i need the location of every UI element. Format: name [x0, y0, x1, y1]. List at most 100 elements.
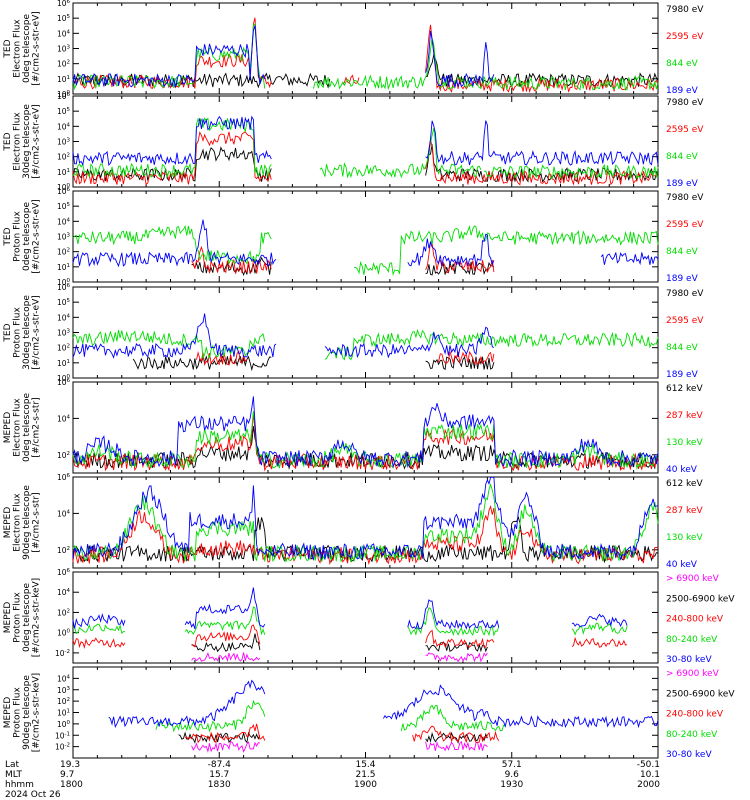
y-tick-label: 104 — [57, 588, 71, 597]
footer-row-label: MLT — [5, 770, 23, 780]
y-tick-label: 105 — [57, 202, 71, 211]
footer-tick-hhmm: 1830 — [208, 780, 231, 790]
legend-label: 189 eV — [666, 86, 699, 96]
legend-label: 240-800 keV — [666, 615, 724, 625]
plot-frame — [72, 666, 659, 759]
series-line — [72, 224, 659, 277]
series-line — [191, 740, 488, 753]
y-tick-label: 100 — [57, 629, 71, 638]
y-tick-label: 105 — [57, 14, 71, 23]
footer-tick-hhmm: 1900 — [354, 780, 377, 790]
y-tick-label: 102 — [57, 60, 70, 69]
y-tick-label: 104 — [57, 122, 71, 131]
y-axis-title: TEDElectron Flux30deg telescope[#/cm2-s-… — [3, 104, 42, 179]
series-line — [72, 411, 659, 471]
legend-label: 2595 eV — [666, 220, 704, 230]
series-line — [72, 425, 659, 470]
y-tick-label: 104 — [57, 414, 71, 423]
panel-8: 10-2 10-1 100 101 102 103 104 MEPEDProton Flux9… — [3, 666, 735, 760]
series-line — [108, 679, 659, 729]
y-tick-label: 101 — [57, 168, 70, 177]
y-tick-label: 102 — [57, 344, 70, 353]
panel-4: 100 101 102 103 104 105 106 TEDProton Flux30deg… — [3, 283, 704, 383]
series-line — [184, 723, 500, 744]
legend-label: 80-240 keV — [666, 730, 718, 740]
series-line — [72, 476, 659, 561]
series-line — [72, 396, 659, 469]
footer-tick-mlt: 9.7 — [60, 770, 74, 780]
series-line — [72, 52, 659, 89]
legend-label: 2595 eV — [666, 125, 704, 135]
y-tick-label: 106 — [57, 92, 71, 101]
footer-tick-mlt: 15.7 — [209, 770, 229, 780]
panel-2: 100 101 102 103 104 105 106 TEDElectron Flux30d… — [3, 92, 704, 192]
footer-tick-lat: -50.1 — [637, 760, 660, 770]
y-tick-label: 10-1 — [55, 731, 70, 740]
series-line — [72, 25, 495, 89]
footer-tick-mlt: 21.5 — [355, 770, 375, 780]
y-tick-label: 105 — [57, 107, 71, 116]
y-tick-label: 102 — [57, 546, 70, 555]
legend-label: 287 keV — [666, 506, 703, 516]
plot-frame — [72, 190, 659, 283]
footer-tick-lat: -87.4 — [208, 760, 232, 770]
footer-tick-lat: 19.3 — [60, 760, 80, 770]
legend-label: 844 eV — [666, 247, 699, 257]
legend-label: 7980 eV — [666, 193, 704, 203]
y-tick-label: 104 — [57, 674, 71, 683]
series-line — [191, 652, 488, 663]
y-tick-label: 104 — [57, 509, 71, 518]
series-line — [72, 219, 659, 268]
series-line — [191, 633, 488, 653]
y-tick-label: 105 — [57, 298, 71, 307]
plot-frame — [72, 571, 659, 664]
footer-tick-lat: 15.4 — [355, 760, 375, 770]
footer-tick-hhmm: 1930 — [500, 780, 523, 790]
y-tick-label: 100 — [57, 720, 71, 729]
y-tick-label: 106 — [57, 0, 71, 8]
y-tick-label: 102 — [57, 451, 70, 460]
y-tick-label: 102 — [57, 608, 70, 617]
panel-6: 102 104 106 MEPEDElectron Flux90deg telesco… — [3, 473, 703, 570]
y-tick-label: 102 — [57, 697, 70, 706]
legend-label: 30-80 keV — [666, 655, 712, 665]
footer-row-label: hhmm — [5, 780, 34, 790]
legend-label: 189 eV — [666, 179, 699, 189]
legend-label: 130 keV — [666, 533, 703, 543]
footer-tick-hhmm: 2000 — [637, 780, 660, 790]
series-line — [72, 624, 628, 649]
y-axis-title: MEPEDProton Flux0deg telescope[#/cm2-s-s… — [3, 578, 42, 657]
y-tick-label: 106 — [57, 473, 71, 482]
legend-label: 40 keV — [666, 465, 698, 475]
footer-row-label: Lat — [5, 760, 20, 770]
legend-label: 7980 eV — [666, 5, 704, 15]
y-tick-label: 100 — [57, 183, 71, 192]
legend-label: 2595 eV — [666, 32, 704, 42]
legend-label: > 6900 keV — [666, 669, 720, 679]
y-axis-title: TEDProton Flux30deg telescope[#/cm2-s-st… — [3, 295, 42, 370]
panel-7: 10-2 100 102 104 106 MEPEDProton Flux0deg tel… — [3, 568, 735, 665]
series-line — [132, 355, 495, 372]
legend-label: 844 eV — [666, 59, 699, 69]
y-tick-label: 103 — [57, 45, 71, 54]
panel-3: 100 101 102 103 104 105 106 TEDProton Flux0deg … — [3, 187, 704, 287]
legend-label: 7980 eV — [666, 289, 704, 299]
legend-label: 80-240 keV — [666, 635, 718, 645]
y-tick-label: 101 — [57, 359, 70, 368]
legend-label: 240-800 keV — [666, 710, 724, 720]
series-line — [72, 587, 628, 630]
y-tick-label: 103 — [57, 329, 71, 338]
series-line — [72, 606, 628, 637]
footer-tick-mlt: 10.1 — [640, 770, 660, 780]
legend-label: 30-80 keV — [666, 750, 712, 760]
y-tick-label: 100 — [57, 90, 71, 99]
footer-tick-lat: 57.1 — [502, 760, 522, 770]
series-line — [72, 22, 659, 91]
legend-label: 189 eV — [666, 274, 699, 284]
legend-label: 844 eV — [666, 152, 699, 162]
y-tick-label: 10-2 — [55, 743, 70, 752]
y-axis-title: TEDElectron Flux0deg telescope[#/cm2-s-s… — [3, 11, 42, 86]
series-line — [72, 313, 495, 359]
panel-1: 100 101 102 103 104 105 106 TEDElectron Flux0de… — [3, 0, 704, 99]
